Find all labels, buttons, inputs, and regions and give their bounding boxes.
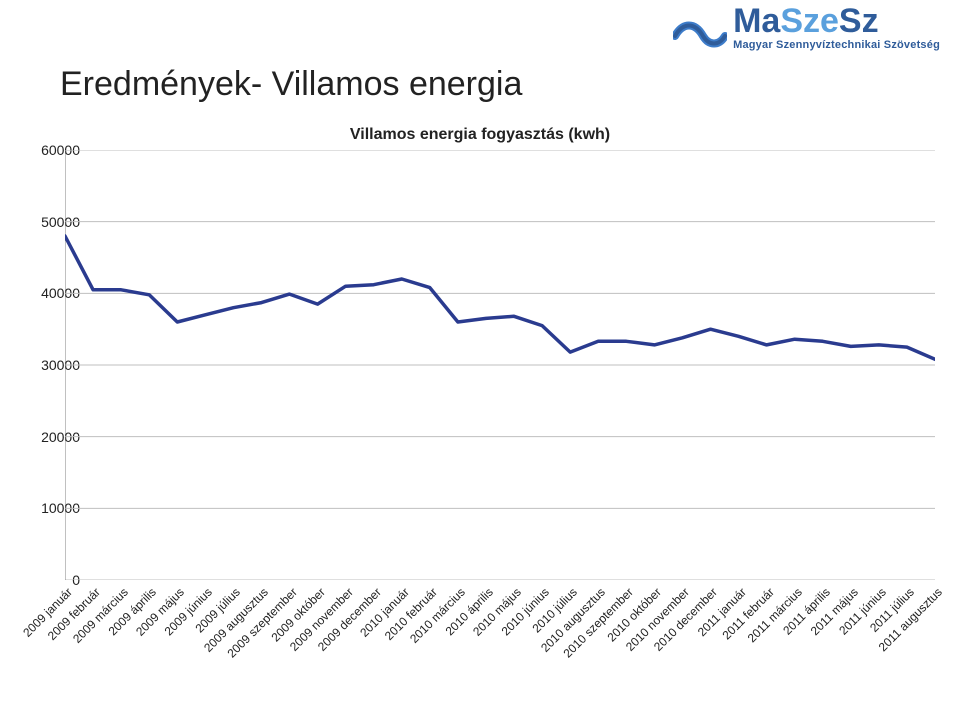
line-chart <box>65 150 935 580</box>
wave-icon <box>673 6 727 50</box>
chart-title: Villamos energia fogyasztás (kwh) <box>0 126 960 144</box>
x-axis-labels: 2009 január2009 február2009 március2009 … <box>65 585 935 705</box>
brand-logo: MaSzeSz Magyar Szennyvíztechnikai Szövet… <box>673 6 940 51</box>
brand-sub: Magyar Szennyvíztechnikai Szövetség <box>733 39 940 51</box>
slide-title: Eredmények- Villamos energia <box>60 65 522 104</box>
brand-name: MaSzeSz <box>733 6 940 37</box>
